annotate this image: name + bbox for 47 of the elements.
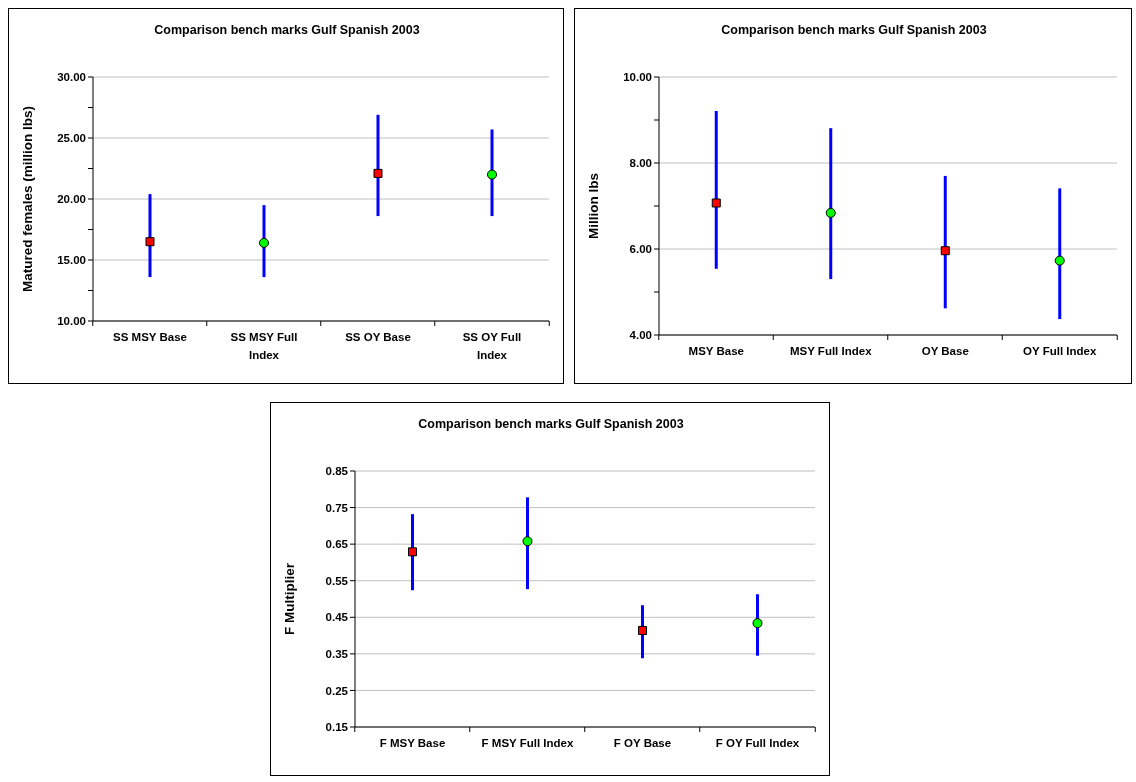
x-tick-label: OY Base xyxy=(921,345,969,357)
y-tick-label: 8.00 xyxy=(629,157,652,170)
point xyxy=(522,536,533,547)
y-tick-label: 4.00 xyxy=(629,329,652,342)
x-tick-label: F MSY Full Index xyxy=(481,737,574,749)
y-tick-label: 0.85 xyxy=(325,465,349,478)
x-tick-label: F MSY Base xyxy=(379,737,446,749)
point xyxy=(752,618,763,629)
x-tick-label: SS MSY Full Index xyxy=(230,331,298,361)
y-tick-label: 15.00 xyxy=(57,254,86,267)
x-tick-label: MSY Base xyxy=(688,345,744,357)
y-tick-label: 0.25 xyxy=(325,684,349,697)
point xyxy=(258,237,270,248)
y-axis-title: Million lbs xyxy=(585,173,601,239)
y-tick-label: 10.00 xyxy=(623,71,652,84)
y-tick-label: 0.45 xyxy=(325,611,349,624)
x-tick-label: F OY Full Index xyxy=(715,737,800,749)
point xyxy=(711,198,721,208)
point xyxy=(940,246,950,256)
y-tick-label: 20.00 xyxy=(57,193,86,206)
y-tick-label: 25.00 xyxy=(57,132,86,145)
y-tick-label: 0.35 xyxy=(325,647,349,660)
point xyxy=(825,207,836,218)
point xyxy=(373,168,383,178)
point xyxy=(408,547,417,557)
y-tick-label: 0.15 xyxy=(325,721,349,734)
y-axis-title: Matured females (million lbs) xyxy=(19,105,35,293)
y-tick-label: 0.75 xyxy=(325,501,349,514)
x-tick-label: SS OY Full Index xyxy=(462,331,522,361)
point xyxy=(1054,255,1065,266)
point xyxy=(486,169,498,180)
x-tick-label: SS OY Base xyxy=(345,331,411,343)
x-tick-label: OY Full Index xyxy=(1023,345,1097,357)
chart-title: Comparison bench marks Gulf Spanish 2003 xyxy=(720,23,988,37)
point xyxy=(145,237,155,247)
x-tick-label: F OY Base xyxy=(613,737,672,749)
point xyxy=(638,625,647,635)
y-axis-title: F Multiplier xyxy=(281,562,297,635)
y-tick-label: 0.55 xyxy=(325,574,349,587)
y-tick-label: 6.00 xyxy=(629,243,652,256)
chart-title: Comparison bench marks Gulf Spanish 2003 xyxy=(417,417,685,431)
y-tick-label: 10.00 xyxy=(57,315,86,328)
y-tick-label: 30.00 xyxy=(57,71,86,84)
y-tick-label: 0.65 xyxy=(325,538,349,551)
x-tick-label: SS MSY Base xyxy=(113,331,187,343)
chart-title: Comparison bench marks Gulf Spanish 2003 xyxy=(153,23,421,37)
x-tick-label: MSY Full Index xyxy=(789,345,873,357)
